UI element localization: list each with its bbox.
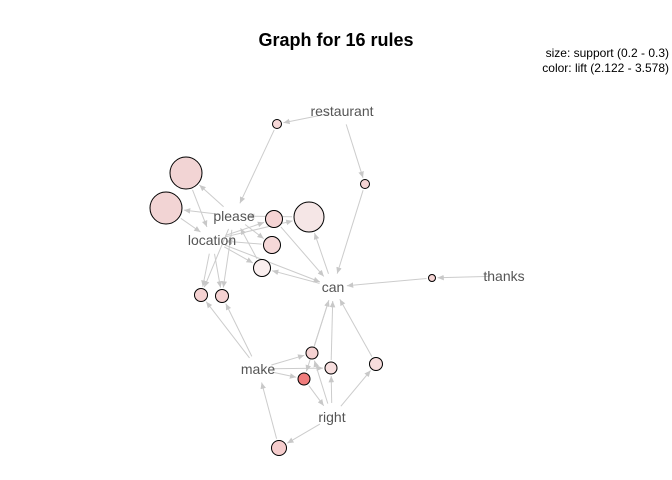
edge-r6-please xyxy=(240,228,258,260)
edge-make-r8 xyxy=(225,303,253,357)
graph-title: Graph for 16 rules xyxy=(258,30,414,50)
rule-node-r12[interactable] xyxy=(428,274,436,282)
edge-make-r14 xyxy=(271,371,297,379)
edge-right-r13 xyxy=(328,375,335,404)
edge-please-r5 xyxy=(244,224,265,239)
rule-node-r9[interactable] xyxy=(272,119,282,129)
rule-node-r7[interactable] xyxy=(194,288,208,302)
edge-please-r7 xyxy=(203,228,230,288)
rule-node-r14[interactable] xyxy=(297,372,311,386)
edge-location-r7 xyxy=(201,253,210,287)
edge-right-r15 xyxy=(340,370,371,407)
item-label-right[interactable]: right xyxy=(318,409,345,425)
edge-location-r8 xyxy=(214,253,223,288)
edge-location-can xyxy=(224,244,321,283)
item-label-please[interactable]: please xyxy=(213,208,254,224)
edge-r10-can xyxy=(336,190,364,274)
edge-r14-right xyxy=(308,385,325,406)
edge-right-r11 xyxy=(313,360,329,404)
edge-r13-can xyxy=(329,300,336,361)
edge-r15-can xyxy=(339,298,373,357)
item-label-thanks[interactable]: thanks xyxy=(483,268,524,284)
edge-can-r3 xyxy=(313,232,329,274)
edge-please-r1 xyxy=(199,184,224,208)
edge-r16-make xyxy=(260,382,278,439)
item-label-can[interactable]: can xyxy=(322,279,345,295)
rule-node-r13[interactable] xyxy=(324,361,338,375)
rule-node-r5[interactable] xyxy=(263,236,281,254)
edge-can-r14 xyxy=(305,300,330,372)
edge-thanks-r12 xyxy=(437,274,491,281)
rule-node-r4[interactable] xyxy=(265,210,283,228)
edge-r9-please xyxy=(239,129,275,204)
edge-make-r7 xyxy=(205,301,250,359)
item-label-restaurant[interactable]: restaurant xyxy=(310,103,373,119)
legend-size: size: support (0.2 - 0.3) xyxy=(545,46,669,60)
item-label-make[interactable]: make xyxy=(241,361,275,377)
edge-r4-can xyxy=(280,226,325,277)
edge-layer xyxy=(180,113,491,444)
edge-make-r11 xyxy=(271,354,305,366)
item-label-layer: restaurant please location can thanks make rig… xyxy=(188,103,525,425)
edge-r2-location xyxy=(180,217,201,233)
rule-node-layer xyxy=(149,119,436,456)
edge-please-r2 xyxy=(183,208,221,215)
rule-node-r8[interactable] xyxy=(215,289,229,303)
edge-make-r13 xyxy=(271,365,324,371)
edge-right-r16 xyxy=(286,423,321,444)
rule-node-r10[interactable] xyxy=(360,179,370,189)
rule-node-r16[interactable] xyxy=(271,440,287,456)
rule-node-r11[interactable] xyxy=(305,346,319,360)
edge-restaurant-r10 xyxy=(345,124,364,178)
legend-color: color: lift (2.122 - 3.578) xyxy=(542,61,669,75)
edge-restaurant-r9 xyxy=(283,113,329,125)
item-label-location[interactable]: location xyxy=(188,232,236,248)
rule-node-r6[interactable] xyxy=(253,259,271,277)
edge-can-r6 xyxy=(271,269,320,284)
rule-node-r2[interactable] xyxy=(149,191,183,225)
rule-node-r1[interactable] xyxy=(169,156,203,190)
edge-r1-location xyxy=(192,189,208,228)
edge-r5-location xyxy=(225,238,262,245)
rule-node-r3[interactable] xyxy=(293,201,325,233)
edge-please-r8 xyxy=(221,229,233,288)
edge-r12-can xyxy=(346,278,427,288)
rule-node-r15[interactable] xyxy=(369,357,383,371)
